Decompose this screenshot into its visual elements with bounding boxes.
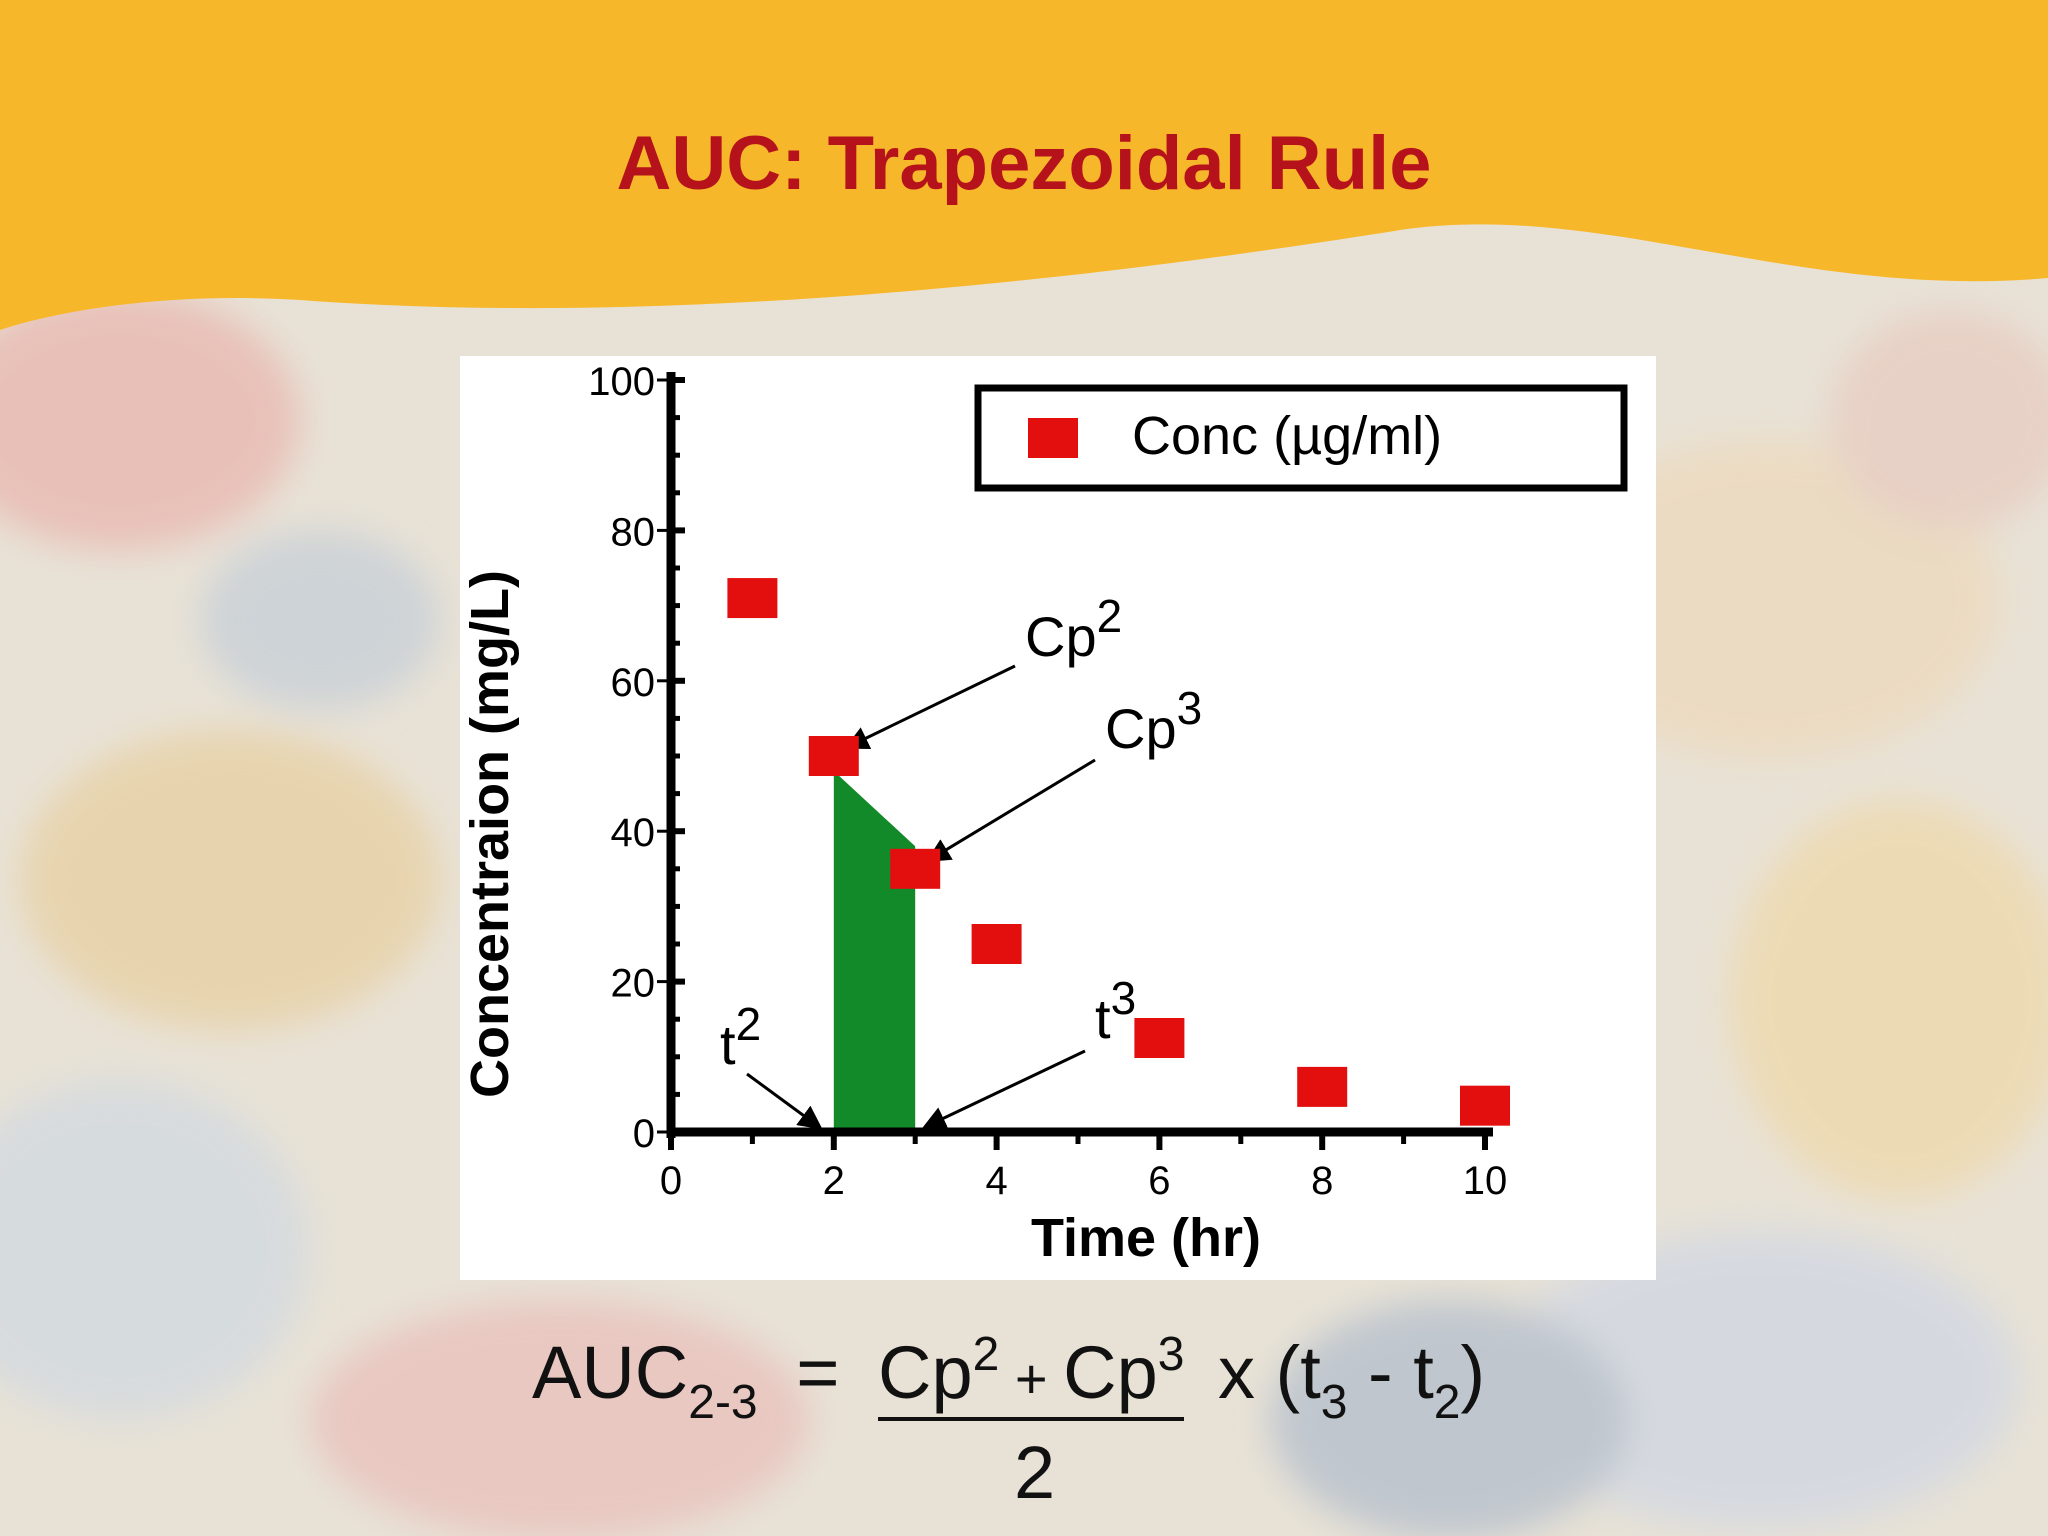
data-point xyxy=(890,848,941,889)
formula-denominator: 2 xyxy=(1014,1431,1056,1514)
y-tick-label: 40 xyxy=(611,811,656,855)
data-point xyxy=(1297,1066,1348,1107)
trapezoid-area xyxy=(833,771,916,1132)
legend-box xyxy=(974,384,1628,492)
x-tick-label: 8 xyxy=(1311,1159,1333,1203)
chart-panel: 0 20 40 60 80 100 0 2 4 6 8 10 Cp2 Cp3 t2 t3 Conc (µg/… xyxy=(460,356,1656,1280)
data-point xyxy=(1460,1085,1510,1126)
formula-lhs: AUC2-3 = xyxy=(532,1330,840,1429)
formula-t3-subscript: 3 xyxy=(1320,1376,1348,1429)
auc-formula: AUC2-3 = Cp2 + Cp3 x (t3 - t2) 2 xyxy=(0,1328,2048,1536)
formula-cp2-superscript: 2 xyxy=(972,1328,1000,1381)
formula-cp3: Cp xyxy=(1063,1331,1158,1414)
annotation-superscript: 3 xyxy=(1111,972,1137,1024)
y-axis-label: Concentraion (mg/L) xyxy=(460,570,520,1098)
slide-title: AUC: Trapezoidal Rule xyxy=(616,121,1432,206)
x-tick-label: 2 xyxy=(823,1159,845,1203)
annotation-label: t3 xyxy=(1095,972,1136,1050)
formula-times: x (t xyxy=(1218,1331,1321,1414)
y-tick-label: 80 xyxy=(611,510,656,554)
annotation-base: Cp xyxy=(1025,605,1097,668)
formula-cp2: Cp xyxy=(878,1331,973,1414)
y-tick-label: 0 xyxy=(633,1112,655,1156)
annotation-base: Cp xyxy=(1105,697,1177,760)
annotation-superscript: 3 xyxy=(1177,682,1203,734)
annotation-base: t xyxy=(1095,987,1111,1050)
y-tick-label: 60 xyxy=(611,661,656,705)
annotation-superscript: 2 xyxy=(1097,590,1123,642)
legend: Conc (µg/ml) xyxy=(974,384,1628,492)
y-tick-label: 100 xyxy=(588,360,655,404)
formula-cp3-superscript: 3 xyxy=(1157,1328,1185,1381)
x-tick-label: 6 xyxy=(1148,1159,1170,1203)
legend-marker xyxy=(1028,418,1078,458)
legend-label: Conc (µg/ml) xyxy=(1132,406,1442,466)
annotation-arrow xyxy=(926,758,1096,862)
formula-time-diff: x (t3 - t2) xyxy=(1218,1330,1486,1429)
x-tick-label: 4 xyxy=(985,1159,1007,1203)
annotation-superscript: 2 xyxy=(736,998,762,1050)
title-banner xyxy=(0,0,2048,330)
annotation-arrow xyxy=(921,1049,1086,1130)
y-tick-label: 20 xyxy=(611,962,656,1006)
annotation-label: Cp2 xyxy=(1025,590,1122,668)
x-axis-label: Time (hr) xyxy=(1031,1208,1261,1268)
formula-close-paren: ) xyxy=(1460,1331,1486,1414)
x-tick-label: 0 xyxy=(660,1159,682,1203)
data-point xyxy=(727,578,778,619)
annotation-arrow xyxy=(746,1072,823,1130)
formula-auc: AUC xyxy=(532,1331,689,1414)
data-point xyxy=(971,924,1022,964)
formula-auc-subscript: 2-3 xyxy=(688,1376,758,1429)
annotation-label: Cp3 xyxy=(1105,682,1202,760)
annotation-label: t2 xyxy=(720,998,761,1076)
formula-numerator: Cp2 + Cp3 xyxy=(878,1328,1185,1421)
formula-plus: + xyxy=(999,1347,1064,1410)
formula-t2-subscript: 2 xyxy=(1433,1376,1461,1429)
x-tick-label: 10 xyxy=(1463,1159,1508,1203)
data-point xyxy=(1134,1018,1185,1058)
data-point xyxy=(808,736,859,776)
formula-equals: = xyxy=(796,1331,840,1414)
annotation-base: t xyxy=(720,1013,736,1076)
formula-minus: - t xyxy=(1347,1331,1434,1414)
annotation-arrow xyxy=(844,664,1016,749)
